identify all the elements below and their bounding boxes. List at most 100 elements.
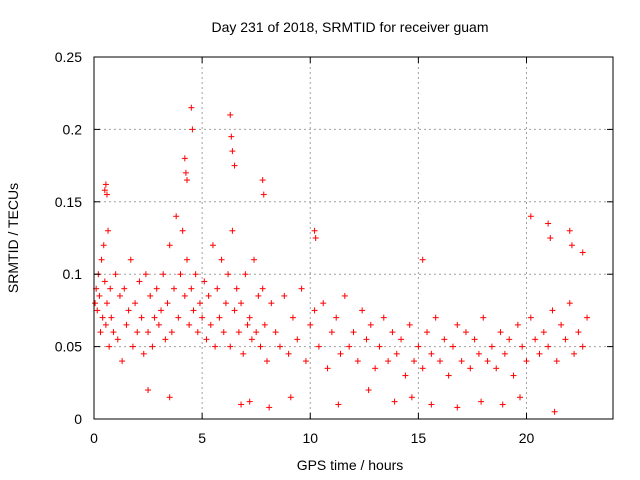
data-point — [114, 336, 121, 343]
data-point — [136, 278, 143, 285]
data-point — [177, 271, 184, 278]
data-point — [102, 181, 109, 188]
data-point — [363, 336, 370, 343]
data-point — [129, 343, 136, 350]
data-point — [462, 329, 469, 336]
data-point — [149, 343, 156, 350]
data-point — [105, 227, 112, 234]
data-point — [168, 329, 175, 336]
data-point — [337, 350, 344, 357]
data-point — [134, 329, 141, 336]
data-point — [315, 343, 322, 350]
data-point — [484, 358, 491, 365]
data-point — [415, 343, 422, 350]
data-point — [480, 314, 487, 321]
data-point — [222, 300, 229, 307]
data-point — [175, 314, 182, 321]
data-point — [389, 329, 396, 336]
data-point — [116, 292, 123, 299]
data-point — [281, 292, 288, 299]
data-point — [424, 329, 431, 336]
x-tick-label: 0 — [90, 430, 98, 446]
data-point — [527, 213, 534, 220]
data-point — [253, 329, 260, 336]
data-point — [108, 314, 115, 321]
data-point — [276, 343, 283, 350]
data-point — [97, 329, 104, 336]
data-point — [94, 307, 101, 314]
data-point — [188, 285, 195, 292]
data-point — [579, 249, 586, 256]
data-point — [255, 292, 262, 299]
data-point — [553, 358, 560, 365]
x-tick-label: 20 — [519, 430, 535, 446]
data-point — [246, 398, 253, 405]
data-point — [566, 227, 573, 234]
data-point — [471, 336, 478, 343]
x-tick-label: 10 — [302, 430, 318, 446]
data-point — [216, 314, 223, 321]
data-point — [445, 372, 452, 379]
data-point — [160, 271, 167, 278]
data-point — [289, 314, 296, 321]
data-point — [411, 358, 418, 365]
data-point — [166, 394, 173, 401]
data-point — [536, 350, 543, 357]
data-point — [106, 343, 113, 350]
data-point — [218, 256, 225, 263]
y-tick-label: 0.1 — [63, 266, 83, 282]
data-point — [228, 133, 235, 140]
data-point — [179, 227, 186, 234]
data-point — [162, 336, 169, 343]
y-tick-label: 0 — [74, 411, 82, 427]
data-point — [171, 285, 178, 292]
data-point — [501, 350, 508, 357]
data-point — [402, 372, 409, 379]
data-point — [380, 314, 387, 321]
data-point — [506, 336, 513, 343]
data-point — [101, 187, 108, 194]
data-point — [261, 321, 268, 328]
data-point — [248, 336, 255, 343]
data-point — [285, 350, 292, 357]
data-point — [428, 350, 435, 357]
data-point — [257, 343, 264, 350]
data-point — [467, 365, 474, 372]
data-point — [419, 256, 426, 263]
data-point — [145, 387, 152, 394]
data-point — [493, 365, 500, 372]
x-tick-label: 15 — [411, 430, 427, 446]
data-point — [227, 111, 234, 118]
data-point — [499, 401, 506, 408]
data-point — [229, 148, 236, 155]
data-point — [419, 365, 426, 372]
data-point — [259, 177, 266, 184]
data-point — [311, 227, 318, 234]
plot-frame — [93, 56, 614, 420]
data-points — [92, 104, 591, 415]
data-point — [225, 271, 232, 278]
data-point — [346, 343, 353, 350]
data-point — [145, 329, 152, 336]
data-point — [192, 271, 199, 278]
data-point — [359, 307, 366, 314]
data-point — [201, 278, 208, 285]
data-point — [214, 285, 221, 292]
data-point — [488, 343, 495, 350]
data-point — [189, 126, 196, 133]
data-point — [311, 307, 318, 314]
data-point — [272, 329, 279, 336]
data-point — [302, 358, 309, 365]
data-point — [584, 314, 591, 321]
data-point — [101, 278, 108, 285]
data-point — [119, 358, 126, 365]
data-point — [540, 329, 547, 336]
data-point — [173, 213, 180, 220]
data-point — [240, 350, 247, 357]
data-point — [138, 314, 145, 321]
data-point — [571, 350, 578, 357]
data-point — [203, 336, 210, 343]
data-point — [376, 343, 383, 350]
data-point — [307, 321, 314, 328]
